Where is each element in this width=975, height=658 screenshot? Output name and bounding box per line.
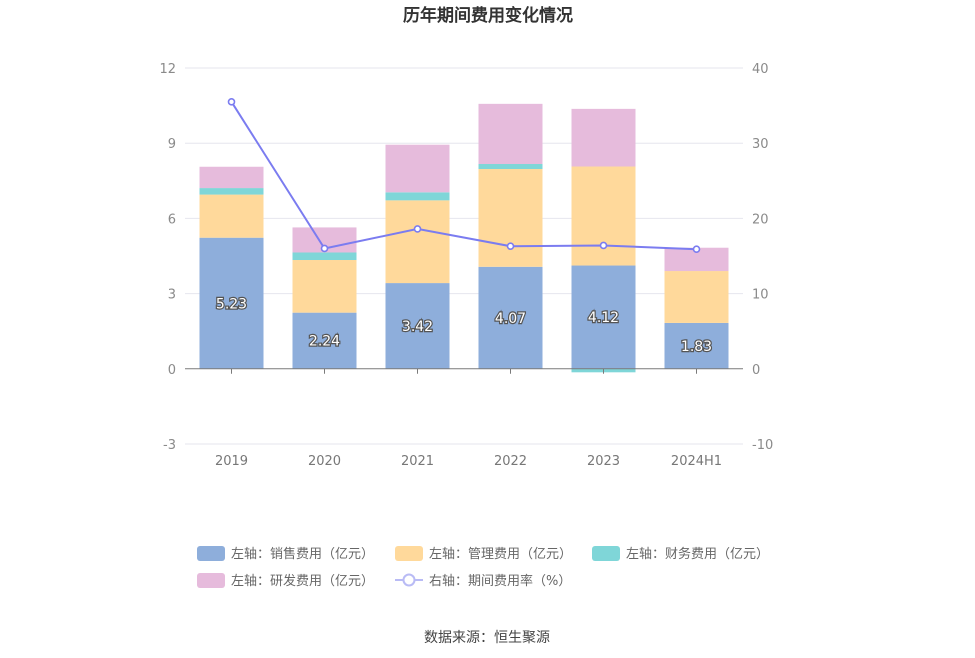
rate-point xyxy=(599,241,608,250)
bar-admin xyxy=(664,271,729,323)
rate-point xyxy=(506,242,515,251)
legend-label-rate: 右轴：期间费用率（%） xyxy=(429,573,571,589)
x-axis: 2019 2020 2021 2022 2023 2024H1 xyxy=(185,368,743,469)
right-axis: 40 30 20 10 0 -10 xyxy=(752,62,773,453)
right-tick-label: 10 xyxy=(752,288,769,303)
left-tick-label: 0 xyxy=(168,363,176,378)
left-tick-label: 3 xyxy=(168,288,176,303)
rate-point xyxy=(227,98,236,106)
bar-sales xyxy=(292,312,357,369)
sales-data-label: 4.12 xyxy=(588,310,619,326)
legend-label-rnd: 左轴：研发费用（亿元） xyxy=(231,573,374,589)
x-tick-label: 2020 xyxy=(308,454,341,469)
x-tick-label: 2023 xyxy=(587,454,620,469)
legend-label-sales: 左轴：销售费用（亿元） xyxy=(231,546,374,562)
rate-line-series xyxy=(227,98,701,254)
legend-swatch-admin xyxy=(395,546,423,561)
rate-line xyxy=(230,101,697,251)
data-labels: 5.23 2.24 3.42 4.07 4.12 1.83 xyxy=(215,295,714,356)
bar-admin xyxy=(478,169,543,267)
x-tick-label: 2024H1 xyxy=(671,454,722,469)
rate-point xyxy=(320,244,329,253)
legend-label-finance: 左轴：财务费用（亿元） xyxy=(626,546,769,562)
bar-finance xyxy=(292,252,357,261)
legend-item-finance: 左轴：财务费用（亿元） xyxy=(592,546,769,562)
legend-swatch-rnd xyxy=(197,573,225,588)
sales-data-label: 1.83 xyxy=(681,339,712,355)
bar-rnd xyxy=(478,103,543,165)
bar-rnd xyxy=(385,144,450,193)
left-axis: 12 9 6 3 0 -3 xyxy=(159,62,176,453)
bar-admin xyxy=(292,260,357,313)
bar-sales xyxy=(571,265,636,369)
x-tick-label: 2021 xyxy=(401,454,434,469)
bar-rnd xyxy=(571,108,636,167)
bar-rnd xyxy=(199,166,264,189)
bar-series xyxy=(199,103,729,373)
left-tick-label: 6 xyxy=(168,212,176,227)
legend-item-rate: 右轴：期间费用率（%） xyxy=(395,573,571,589)
bar-admin xyxy=(571,166,636,266)
legend-label-admin: 左轴：管理费用（亿元） xyxy=(429,547,572,562)
legend: 左轴：销售费用（亿元） 左轴：管理费用（亿元） 左轴：财务费用（亿元） 左轴：研发费用… xyxy=(197,546,769,589)
bar-sales xyxy=(199,237,264,369)
x-tick-label: 2019 xyxy=(215,454,248,469)
sales-data-label: 2.24 xyxy=(309,334,340,350)
rate-point xyxy=(413,225,422,233)
left-tick-label: 12 xyxy=(159,62,176,77)
bar-finance xyxy=(385,192,450,201)
bar-finance xyxy=(478,164,543,170)
bar-admin xyxy=(199,194,264,238)
legend-item-rnd: 左轴：研发费用（亿元） xyxy=(197,573,374,589)
legend-item-admin: 左轴：管理费用（亿元） xyxy=(395,546,572,562)
left-tick-label: -3 xyxy=(163,438,176,453)
grid-lines xyxy=(185,67,743,445)
right-tick-label: 0 xyxy=(752,363,760,378)
legend-swatch-finance xyxy=(592,546,620,561)
rate-point xyxy=(692,245,701,254)
bar-sales xyxy=(664,322,729,369)
sales-data-label: 3.42 xyxy=(402,319,433,335)
chart-title: 历年期间费用变化情况 xyxy=(403,5,573,26)
bar-finance xyxy=(199,188,264,195)
sales-data-label: 4.07 xyxy=(495,311,526,327)
source-note: 数据来源：恒生聚源 xyxy=(424,630,550,646)
bar-rnd xyxy=(664,247,729,272)
x-tick-label: 2022 xyxy=(494,454,527,469)
bar-admin xyxy=(385,200,450,284)
sales-data-label: 5.23 xyxy=(216,296,247,312)
legend-marker-rate xyxy=(402,573,416,587)
left-tick-label: 9 xyxy=(168,137,176,152)
right-tick-label: 40 xyxy=(752,62,769,77)
right-tick-label: 30 xyxy=(752,137,769,152)
right-tick-label: -10 xyxy=(752,438,773,453)
legend-item-sales: 左轴：销售费用（亿元） xyxy=(197,546,374,562)
right-tick-label: 20 xyxy=(752,212,769,227)
bar-sales xyxy=(385,283,450,369)
legend-swatch-sales xyxy=(197,546,225,561)
bar-sales xyxy=(478,266,543,369)
